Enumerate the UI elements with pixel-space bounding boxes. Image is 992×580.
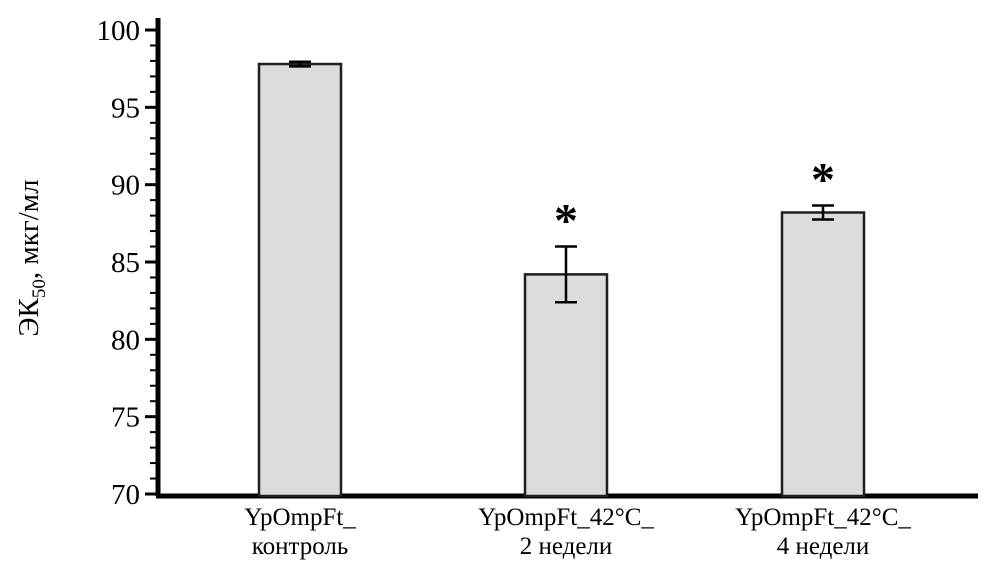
bar bbox=[257, 62, 343, 498]
y-tick-label: 90 bbox=[111, 170, 140, 202]
y-axis-title-units: , мкг/мл bbox=[13, 179, 45, 279]
x-tick-label-line1: YpOmpFt_42°C_ bbox=[735, 504, 911, 531]
plot-area: 70 75 80 85 90 95 100 YpOmpFt_контроль * YpOmpFt_… bbox=[97, 15, 978, 560]
x-tick-label-line1: YpOmpFt_42°C_ bbox=[478, 504, 654, 531]
x-tick-label-line1: YpOmpFt_ bbox=[244, 504, 356, 531]
significance-marker: * bbox=[811, 154, 835, 207]
bar bbox=[780, 211, 866, 498]
y-tick-label: 95 bbox=[111, 92, 140, 124]
x-tick-label-line2: 4 недели bbox=[777, 533, 870, 560]
y-tick-label: 80 bbox=[111, 324, 140, 356]
bar bbox=[523, 273, 609, 498]
y-axis-title: ЭК50, мкг/мл bbox=[13, 179, 50, 336]
significance-marker: * bbox=[554, 195, 578, 248]
y-tick-label: 70 bbox=[111, 479, 140, 511]
x-tick-label-line2: контроль bbox=[252, 533, 349, 560]
y-axis-title-subscript: 50 bbox=[29, 279, 50, 298]
y-tick-label: 75 bbox=[111, 402, 140, 434]
y-tick-label: 100 bbox=[97, 15, 141, 47]
y-axis-title-main: ЭК bbox=[13, 297, 45, 336]
x-tick-label-line2: 2 недели bbox=[520, 533, 613, 560]
y-tick-label: 85 bbox=[111, 247, 140, 279]
